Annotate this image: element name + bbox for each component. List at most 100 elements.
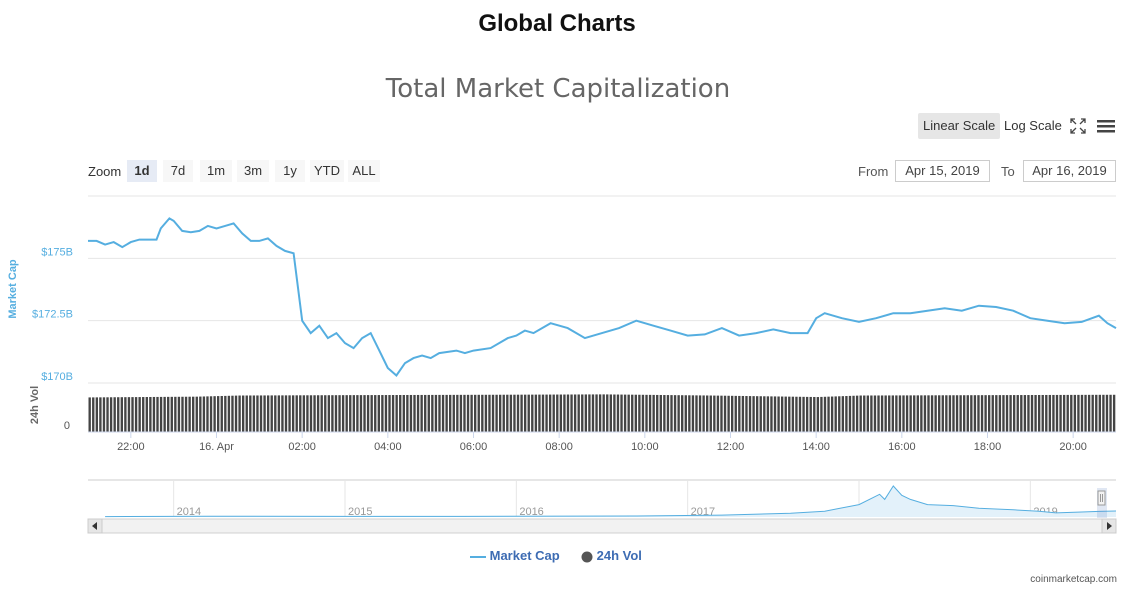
navigator-year-label: 2019 — [1033, 506, 1057, 518]
zoom-1d-button[interactable]: 1d — [127, 160, 157, 182]
volume-bar — [509, 394, 513, 432]
page-title: Global Charts — [478, 10, 636, 37]
volume-bar — [877, 395, 880, 432]
volume-bar — [391, 395, 395, 432]
volume-bar — [816, 397, 820, 432]
volume-bar — [673, 395, 677, 432]
volume-bar — [377, 395, 380, 432]
navigator-selection — [1097, 488, 1107, 518]
navigator-area — [105, 486, 1117, 517]
log-scale-button[interactable]: Log Scale — [1004, 118, 1062, 133]
zoom-ytd-button[interactable]: YTD — [310, 160, 344, 182]
volume-bar — [234, 395, 238, 432]
volume-bar — [709, 395, 712, 432]
legend-market-cap[interactable]: Market Cap — [470, 548, 560, 563]
volume-bar — [288, 395, 291, 432]
y-axis-ticks: $170B $172.5B $175B — [32, 246, 73, 383]
volume-bar — [491, 394, 495, 432]
vol-axis-title: 24h Vol — [29, 386, 41, 424]
volume-bar — [684, 395, 687, 432]
from-date-input[interactable] — [895, 160, 990, 182]
volume-bar — [652, 394, 655, 432]
zoom-1m-button[interactable]: 1m — [200, 160, 232, 182]
volume-bar — [648, 394, 652, 432]
volume-bar — [281, 395, 284, 432]
x-tick-label: 06:00 — [460, 441, 488, 453]
volume-bar — [1009, 395, 1012, 432]
volume-bar — [784, 396, 787, 432]
volume-bar — [266, 395, 270, 432]
zoom-3m-button[interactable]: 3m — [237, 160, 269, 182]
volume-bar — [823, 396, 827, 432]
volume-bar — [170, 396, 173, 432]
navigator-year-label: 2018 — [862, 506, 886, 518]
volume-bar — [1091, 394, 1094, 432]
volume-bar — [188, 396, 191, 432]
volume-bar — [698, 395, 702, 432]
volume-bar — [359, 395, 363, 432]
volume-bar — [623, 394, 627, 432]
volume-bar — [1066, 394, 1069, 432]
volume-bar — [349, 395, 352, 432]
volume-bar — [852, 395, 855, 432]
volume-bar — [773, 396, 777, 432]
to-label: To — [1001, 164, 1015, 179]
volume-bar — [131, 397, 134, 432]
volume-bar — [156, 396, 159, 432]
volume-bar — [548, 394, 552, 432]
volume-bar — [734, 395, 737, 432]
to-date-input[interactable] — [1023, 160, 1116, 182]
volume-bar — [309, 395, 313, 432]
volume-bar — [752, 396, 755, 432]
x-tick-label: 20:00 — [1059, 441, 1087, 453]
volume-bar — [363, 395, 366, 432]
volume-bar — [534, 394, 538, 432]
volume-bar — [541, 394, 545, 432]
volume-bar — [620, 394, 623, 432]
volume-bar — [1073, 394, 1077, 432]
zoom-1y-button[interactable]: 1y — [275, 160, 305, 182]
volume-bar — [231, 395, 234, 432]
volume-bar — [327, 395, 331, 432]
volume-bar — [416, 394, 420, 432]
menu-icon[interactable] — [1096, 118, 1116, 139]
volume-bar — [370, 395, 373, 432]
legend-24h-vol-label: 24h Vol — [596, 548, 642, 563]
volume-bar — [352, 395, 356, 432]
volume-bar — [706, 395, 709, 432]
volume-bar — [209, 396, 213, 432]
volume-bar — [356, 395, 359, 432]
volume-bar — [316, 395, 320, 432]
volume-bar — [845, 396, 848, 432]
volume-bar — [220, 395, 223, 432]
volume-bar — [406, 394, 409, 432]
volume-bar — [827, 396, 830, 432]
credit-link[interactable]: coinmarketcap.com — [1030, 574, 1117, 585]
volume-bar — [1062, 394, 1066, 432]
zoom-7d-button[interactable]: 7d — [163, 160, 193, 182]
volume-bar — [456, 394, 459, 432]
volume-bar — [399, 395, 402, 432]
volume-bar — [820, 396, 823, 432]
volume-bar — [259, 395, 263, 432]
volume-bar — [513, 394, 516, 432]
volume-bar — [980, 395, 984, 432]
volume-bar — [177, 396, 181, 432]
navigator-line — [105, 485, 1117, 518]
volume-bar — [1045, 394, 1048, 432]
linear-scale-button[interactable]: Linear Scale — [918, 113, 1001, 139]
volume-bar — [588, 394, 591, 432]
volume-bar — [802, 396, 805, 432]
fullscreen-icon[interactable] — [1070, 118, 1086, 139]
volume-bar — [1052, 394, 1055, 432]
volume-bar — [302, 395, 306, 432]
volume-bar — [952, 395, 955, 432]
volume-bar — [206, 396, 209, 432]
volume-bar — [905, 395, 909, 432]
legend-24h-vol[interactable]: 24h Vol — [581, 548, 642, 563]
zoom-all-button[interactable]: ALL — [348, 160, 380, 182]
volume-bar — [830, 396, 834, 432]
volume-bar — [988, 395, 991, 432]
volume-bar — [1098, 394, 1102, 432]
x-axis-ticks: 22:00 16. Apr 02:00 04:00 06:00 08:00 10:00 12:… — [88, 431, 1116, 453]
